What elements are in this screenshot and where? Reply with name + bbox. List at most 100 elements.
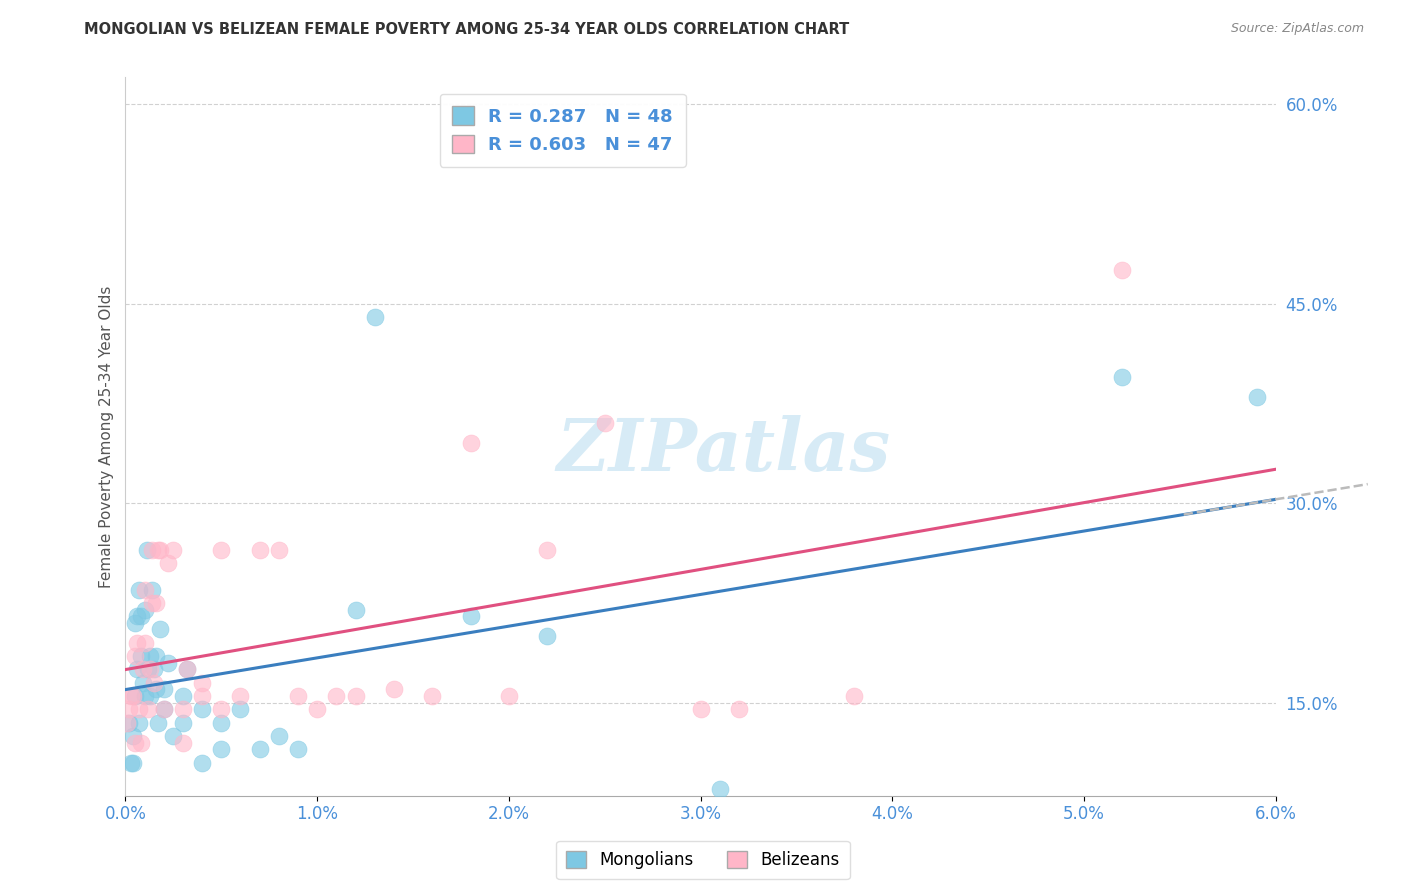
Point [536, 629, 558, 643]
Point [129, 649, 152, 664]
Point [709, 782, 731, 797]
Point [249, 542, 271, 557]
Text: ZIPatlas: ZIPatlas [557, 416, 890, 486]
Point [128, 715, 150, 730]
Point [122, 729, 145, 743]
Point [267, 729, 290, 743]
Point [134, 602, 156, 616]
Point [1246, 390, 1268, 404]
Point [138, 702, 160, 716]
Point [143, 675, 166, 690]
Point [267, 542, 290, 557]
Point [191, 689, 214, 703]
Point [120, 689, 142, 703]
Point [307, 702, 329, 716]
Point [176, 662, 198, 676]
Point [325, 689, 347, 703]
Point [153, 682, 176, 697]
Legend: Mongolians, Belizeans: Mongolians, Belizeans [557, 841, 849, 880]
Point [229, 702, 252, 716]
Text: MONGOLIAN VS BELIZEAN FEMALE POVERTY AMONG 25-34 YEAR OLDS CORRELATION CHART: MONGOLIAN VS BELIZEAN FEMALE POVERTY AMO… [84, 22, 849, 37]
Point [156, 556, 179, 570]
Point [125, 636, 148, 650]
Point [124, 615, 146, 630]
Point [122, 689, 145, 703]
Point [209, 742, 232, 756]
Point [804, 835, 827, 849]
Point [143, 662, 166, 676]
Point [344, 689, 367, 703]
Point [134, 636, 156, 650]
Point [728, 702, 751, 716]
Point [172, 715, 194, 730]
Point [124, 649, 146, 664]
Point [135, 542, 157, 557]
Point [460, 436, 482, 450]
Point [287, 689, 309, 703]
Point [593, 417, 616, 431]
Point [191, 702, 214, 716]
Point [132, 675, 155, 690]
Point [118, 702, 141, 716]
Point [125, 662, 148, 676]
Point [498, 689, 520, 703]
Point [172, 735, 194, 749]
Point [118, 715, 141, 730]
Point [128, 582, 150, 597]
Point [146, 542, 169, 557]
Point [141, 596, 163, 610]
Point [229, 689, 252, 703]
Point [162, 542, 184, 557]
Point [420, 689, 443, 703]
Point [139, 649, 162, 664]
Point [129, 735, 152, 749]
Point [134, 582, 156, 597]
Point [124, 689, 146, 703]
Point [149, 542, 172, 557]
Point [191, 756, 214, 770]
Point [162, 729, 184, 743]
Point [209, 702, 232, 716]
Text: Source: ZipAtlas.com: Source: ZipAtlas.com [1230, 22, 1364, 36]
Point [139, 689, 162, 703]
Point [209, 715, 232, 730]
Y-axis label: Female Poverty Among 25-34 Year Olds: Female Poverty Among 25-34 Year Olds [100, 285, 114, 588]
Point [134, 689, 156, 703]
Point [122, 756, 145, 770]
Point [132, 662, 155, 676]
Point [842, 689, 865, 703]
Point [149, 623, 172, 637]
Point [117, 715, 139, 730]
Point [382, 682, 405, 697]
Point [176, 662, 198, 676]
Point [120, 756, 142, 770]
Point [138, 662, 160, 676]
Point [249, 742, 271, 756]
Point [209, 542, 232, 557]
Point [124, 735, 146, 749]
Point [172, 702, 194, 716]
Point [156, 656, 179, 670]
Point [141, 582, 163, 597]
Point [1111, 263, 1133, 277]
Point [172, 689, 194, 703]
Legend: R = 0.287   N = 48, R = 0.603   N = 47: R = 0.287 N = 48, R = 0.603 N = 47 [440, 94, 686, 167]
Point [145, 596, 167, 610]
Point [146, 715, 169, 730]
Point [128, 702, 150, 716]
Point [129, 609, 152, 624]
Point [153, 702, 176, 716]
Point [141, 542, 163, 557]
Point [363, 310, 385, 324]
Point [125, 609, 148, 624]
Point [139, 662, 162, 676]
Point [145, 649, 167, 664]
Point [460, 609, 482, 624]
Point [153, 702, 176, 716]
Point [191, 675, 214, 690]
Point [344, 602, 367, 616]
Point [145, 682, 167, 697]
Point [287, 742, 309, 756]
Point [1111, 369, 1133, 384]
Point [536, 542, 558, 557]
